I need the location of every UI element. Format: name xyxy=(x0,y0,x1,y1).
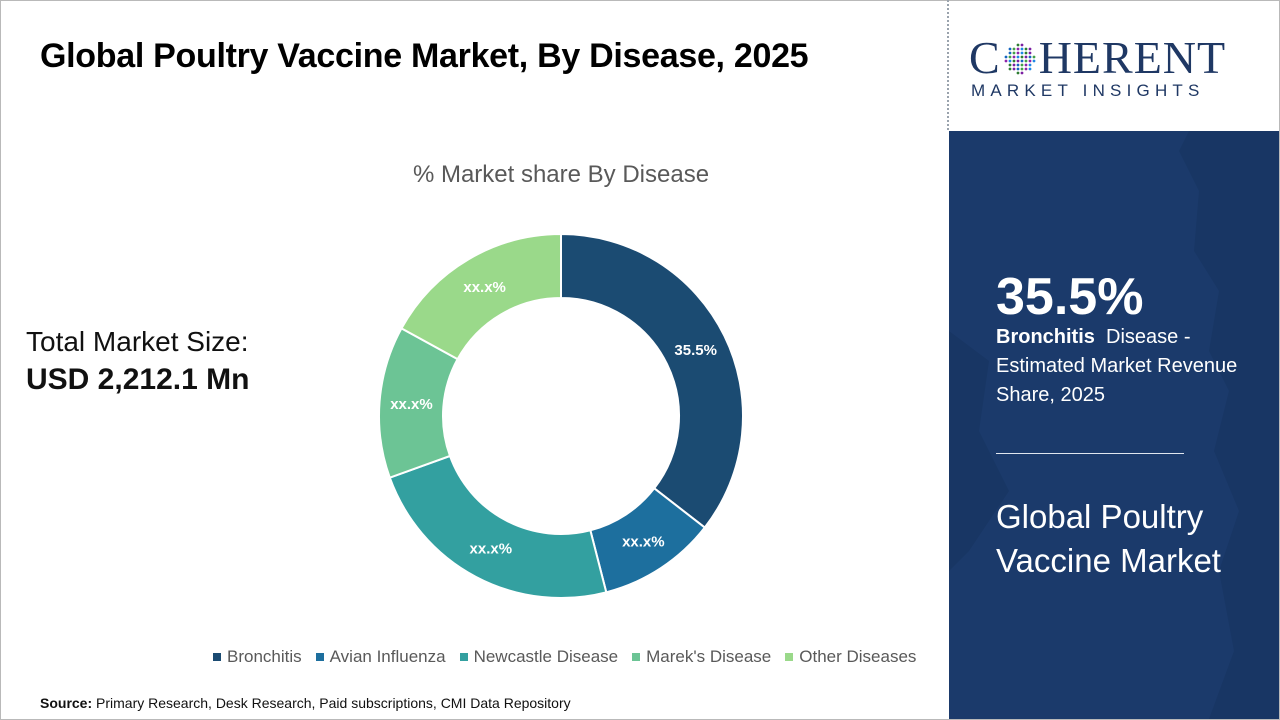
legend-swatch xyxy=(315,653,324,661)
market-size-value: USD 2,212.1 Mn xyxy=(26,363,250,396)
legend-item: Avian Influenza xyxy=(315,647,446,667)
legend-label: Avian Influenza xyxy=(329,647,446,666)
divider-line xyxy=(947,0,951,130)
donut-slice-other-diseases xyxy=(400,232,562,361)
legend-item: Bronchitis xyxy=(213,647,302,667)
chart-legend: Bronchitis Avian Influenza Newcastle Disea… xyxy=(213,647,916,667)
data-label-newcastle-disease: xx.x% xyxy=(470,541,513,558)
source-note: Source: Primary Research, Desk Research,… xyxy=(40,695,571,711)
legend-label: Marek's Disease xyxy=(646,647,772,666)
legend-swatch xyxy=(785,653,794,661)
highlight-description: Bronchitis Disease - Estimated Market Re… xyxy=(996,323,1256,410)
highlight-text: Disease - Estimated Market Revenue Share… xyxy=(996,326,1238,406)
data-label-other-diseases: xx.x% xyxy=(463,279,506,296)
source-label: Source: xyxy=(40,695,93,711)
highlight-panel: 35.5% Bronchitis Disease - Estimated Mar… xyxy=(949,131,1279,719)
separator-line xyxy=(996,453,1184,454)
legend-label: Newcastle Disease xyxy=(473,647,619,666)
source-text: Primary Research, Desk Research, Paid su… xyxy=(96,695,571,711)
legend-item: Marek's Disease xyxy=(632,647,771,667)
logo: C HERENT MARKET INSIGHTS xyxy=(949,1,1279,131)
highlight-value: 35.5% xyxy=(996,268,1144,326)
data-label-bronchitis: 35.5% xyxy=(674,342,717,359)
legend-swatch xyxy=(632,653,641,661)
logo-wordmark: C HERENT xyxy=(969,31,1226,84)
logo-tagline: MARKET INSIGHTS xyxy=(971,81,1205,100)
globe-dots-icon xyxy=(1002,42,1037,76)
legend-item: Newcastle Disease xyxy=(459,647,619,667)
chart-title: % Market share By Disease xyxy=(412,161,710,188)
chart-panel: Global Poultry Vaccine Market, By Diseas… xyxy=(1,1,947,719)
market-size-label: Total Market Size: xyxy=(26,326,249,357)
donut-chart: 35.5% xx.x% xx.x% xx.x% xx.x% xyxy=(378,232,744,599)
data-label-marek-s-disease: xx.x% xyxy=(390,396,433,413)
highlight-segment: Bronchitis xyxy=(996,326,1095,348)
logo-letters-herent: HERENT xyxy=(1038,32,1227,83)
map-background-icon xyxy=(949,131,1279,719)
legend-label: Other Diseases xyxy=(799,647,917,666)
data-label-avian-influenza: xx.x% xyxy=(622,533,665,550)
logo-letter-c: C xyxy=(969,32,1001,83)
legend-swatch xyxy=(459,653,468,661)
donut-slice-bronchitis xyxy=(560,232,744,529)
legend-item: Other Diseases xyxy=(785,647,916,667)
page-title: Global Poultry Vaccine Market, By Diseas… xyxy=(40,37,809,75)
legend-label: Bronchitis xyxy=(227,647,302,666)
market-name: Global Poultry Vaccine Market xyxy=(996,498,1221,579)
legend-swatch xyxy=(213,653,221,661)
donut-slice-newcastle-disease xyxy=(388,454,608,599)
